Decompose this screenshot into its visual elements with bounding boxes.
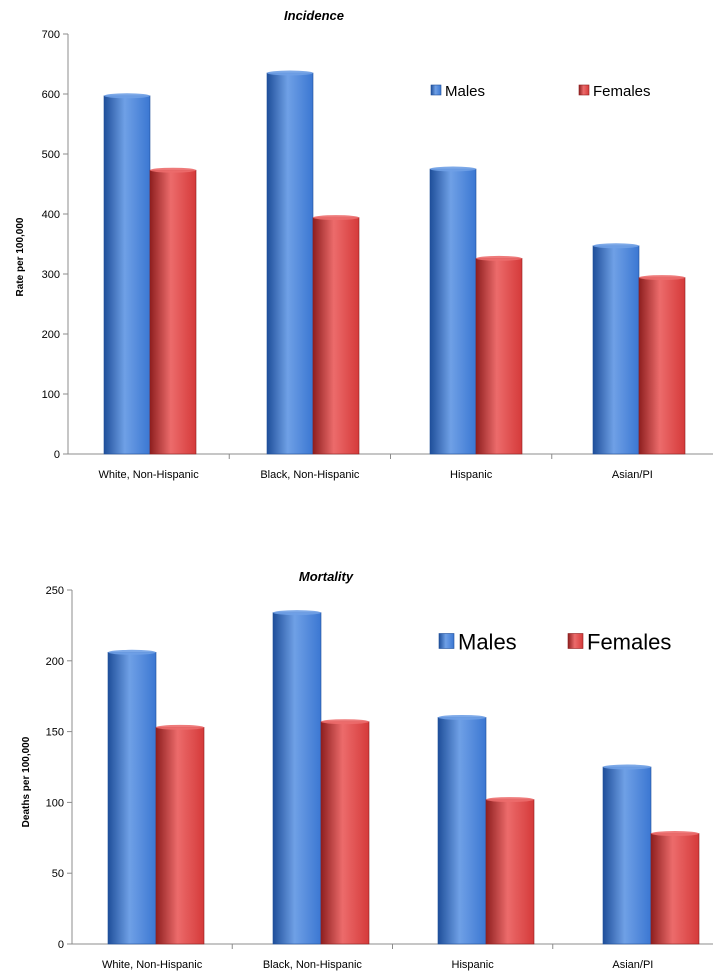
mortality-category-label: Black, Non-Hispanic xyxy=(263,959,363,971)
mortality-category-label: Asian/PI xyxy=(612,959,653,971)
incidence-y-tick-label: 600 xyxy=(42,89,60,101)
incidence-bars xyxy=(104,71,685,455)
incidence-bar-cap xyxy=(150,168,196,173)
incidence-bar-males xyxy=(267,73,313,454)
mortality-category-label: Hispanic xyxy=(452,959,495,971)
mortality-bar-females xyxy=(321,722,369,944)
mortality-bar-cap xyxy=(438,715,486,720)
mortality-bars xyxy=(108,610,699,944)
incidence-y-axis-title: Rate per 100,000 xyxy=(15,217,26,296)
mortality-y-tick-label: 100 xyxy=(46,797,64,809)
mortality-y-tick-label: 0 xyxy=(58,939,64,951)
mortality-y-tick-label: 50 xyxy=(52,868,64,880)
incidence-bar-females xyxy=(150,170,196,454)
mortality-bar-cap xyxy=(321,719,369,724)
incidence-bar-cap xyxy=(430,167,476,172)
incidence-bar-cap xyxy=(267,71,313,76)
incidence-bar-females xyxy=(476,258,522,454)
mortality-bar-cap xyxy=(156,725,204,730)
mortality-y-tick-label: 200 xyxy=(46,656,64,668)
incidence-category-label: White, Non-Hispanic xyxy=(98,469,199,481)
mortality-legend-swatch-males xyxy=(439,634,454,649)
incidence-legend-label-males: Males xyxy=(445,83,485,100)
mortality-bar-males xyxy=(438,717,486,944)
mortality-y-axis-title: Deaths per 100,000 xyxy=(21,736,32,827)
mortality-y-tick-label: 150 xyxy=(46,727,64,739)
mortality-bar-cap xyxy=(108,650,156,655)
incidence-bar-females xyxy=(639,278,685,454)
incidence-legend: Males Females xyxy=(431,83,651,100)
incidence-bar-cap xyxy=(104,93,150,98)
mortality-y-tick-label: 250 xyxy=(46,585,64,597)
incidence-category-label: Hispanic xyxy=(450,469,493,481)
incidence-y-tick-label: 200 xyxy=(42,329,60,341)
mortality-bar-cap xyxy=(486,797,534,802)
incidence-chart-title: Incidence xyxy=(284,8,344,23)
mortality-bar-females xyxy=(651,834,699,944)
mortality-bar-males xyxy=(603,767,651,944)
mortality-bar-males xyxy=(108,652,156,944)
mortality-legend-label-females: Females xyxy=(587,629,671,654)
mortality-bar-cap xyxy=(273,610,321,615)
mortality-bar-males xyxy=(273,613,321,944)
incidence-category-label: Black, Non-Hispanic xyxy=(260,469,360,481)
mortality-bar-females xyxy=(486,800,534,944)
incidence-bar-cap xyxy=(476,256,522,261)
incidence-bar-males xyxy=(593,246,639,454)
mortality-bar-cap xyxy=(603,765,651,770)
mortality-legend-label-males: Males xyxy=(458,629,517,654)
incidence-bar-cap xyxy=(313,215,359,220)
incidence-bar-females xyxy=(313,218,359,454)
incidence-bar-cap xyxy=(593,243,639,248)
incidence-bar-cap xyxy=(639,275,685,280)
incidence-category-label: Asian/PI xyxy=(612,469,653,481)
incidence-y-tick-label: 500 xyxy=(42,149,60,161)
mortality-legend: Males Females xyxy=(439,629,671,654)
incidence-y-tick-label: 0 xyxy=(54,449,60,461)
incidence-bar-males xyxy=(430,169,476,454)
incidence-legend-swatch-females xyxy=(579,85,589,95)
mortality-bar-cap xyxy=(651,831,699,836)
incidence-legend-swatch-males xyxy=(431,85,441,95)
mortality-category-label: White, Non-Hispanic xyxy=(102,959,203,971)
mortality-legend-swatch-females xyxy=(568,634,583,649)
mortality-chart-title: Mortality xyxy=(299,569,354,584)
incidence-y-tick-label: 300 xyxy=(42,269,60,281)
incidence-legend-label-females: Females xyxy=(593,83,651,100)
incidence-y-tick-label: 400 xyxy=(42,209,60,221)
incidence-bar-males xyxy=(104,96,150,454)
mortality-bar-females xyxy=(156,727,204,944)
incidence-y-tick-label: 700 xyxy=(42,29,60,41)
incidence-y-tick-label: 100 xyxy=(42,389,60,401)
incidence-chart: Incidence Rate per 100,000 0 100 200 300 400… xyxy=(0,0,713,500)
mortality-chart: Mortality Deaths per 100,000 0 50 100 150 20… xyxy=(0,560,713,974)
